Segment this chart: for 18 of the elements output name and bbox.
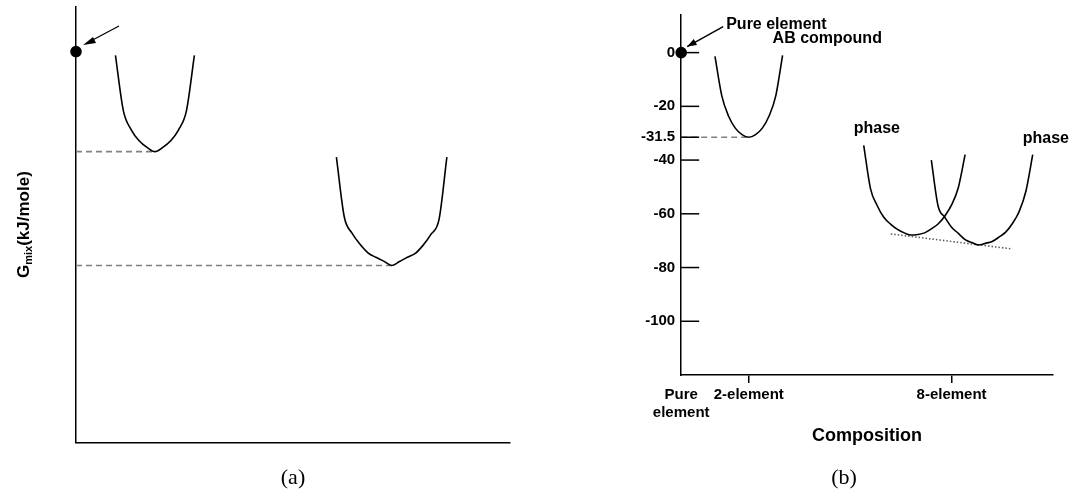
series-label: phase (1022, 128, 1070, 146)
y-tick-label: -31.5 (640, 127, 676, 145)
x-tick-label: 8-element (916, 385, 987, 403)
y-tick-label: -20 (653, 96, 676, 114)
y-tick-label: -80 (653, 257, 676, 275)
line-series (714, 54, 784, 139)
series-label: phase (853, 119, 901, 137)
x-tick-label: Pure element (652, 385, 710, 421)
text: (b) (831, 463, 857, 489)
series-label: AB compound (772, 29, 882, 47)
y-axis-title: Gmix(kJ/mole) (13, 171, 35, 279)
y-tick-label: -100 (645, 311, 676, 329)
y-tick-label: -40 (653, 150, 676, 168)
y-tick-label: -60 (653, 203, 676, 221)
text: (a) (280, 463, 306, 489)
x-tick-label: 2-element (713, 385, 784, 403)
y-tick-label: 0 (666, 42, 676, 60)
x-axis-title: Composition (812, 424, 923, 445)
